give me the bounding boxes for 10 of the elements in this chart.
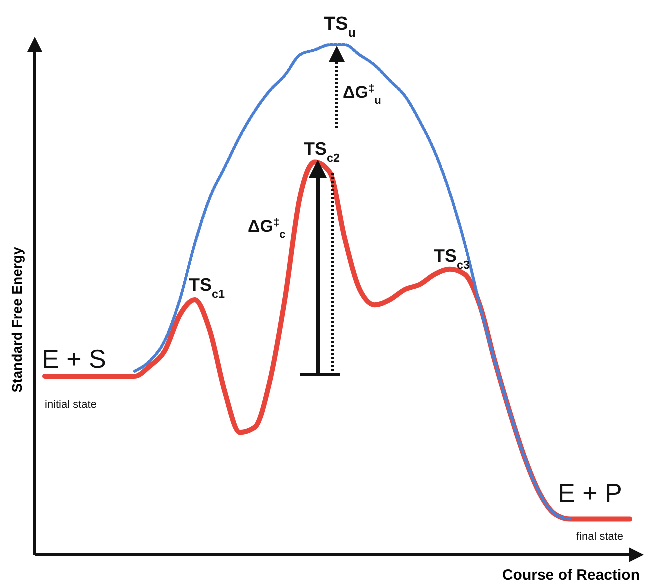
y-axis-title: Standard Free Energy [9, 247, 25, 393]
annotation: initial state [45, 399, 97, 411]
annotation: E + P [558, 478, 622, 508]
annotation: TS$_{c3}$ [434, 246, 470, 272]
annotation: final state [576, 531, 624, 543]
text: TS$_{u}$ [324, 14, 356, 40]
annotation: E + S [42, 344, 106, 374]
x-axis-title: Course of Reaction [502, 567, 640, 584]
annotation: TS$_{c1}$ [188, 275, 226, 300]
annotation: TS$_{c2}$ [304, 139, 340, 164]
